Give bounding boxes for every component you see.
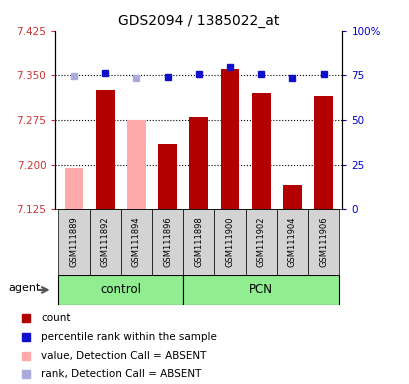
Text: GSM111892: GSM111892 (101, 217, 110, 267)
Bar (245, 209, 276, 275)
Text: percentile rank within the sample: percentile rank within the sample (41, 332, 216, 342)
Text: GSM111894: GSM111894 (132, 217, 141, 267)
Bar (214, 209, 245, 275)
Bar (314, 96, 332, 209)
Bar (121, 209, 152, 275)
Bar (307, 209, 338, 275)
Bar (183, 275, 338, 305)
Bar (58, 275, 183, 305)
Bar (276, 209, 307, 275)
Bar (251, 93, 270, 209)
Bar (152, 209, 183, 275)
Text: GSM111898: GSM111898 (194, 217, 203, 267)
Text: rank, Detection Call = ABSENT: rank, Detection Call = ABSENT (41, 369, 201, 379)
Text: value, Detection Call = ABSENT: value, Detection Call = ABSENT (41, 351, 206, 361)
Text: GSM111896: GSM111896 (163, 217, 172, 267)
Title: GDS2094 / 1385022_at: GDS2094 / 1385022_at (118, 14, 279, 28)
Bar (90, 209, 121, 275)
Text: control: control (100, 283, 141, 296)
Bar (220, 70, 239, 209)
Text: GSM111902: GSM111902 (256, 217, 265, 267)
Bar (127, 120, 146, 209)
Bar (282, 185, 301, 209)
Text: agent: agent (8, 283, 40, 293)
Text: count: count (41, 313, 70, 323)
Bar (158, 144, 177, 209)
Bar (65, 167, 83, 209)
Bar (183, 209, 214, 275)
Bar (189, 117, 208, 209)
Bar (96, 90, 115, 209)
Text: GSM111906: GSM111906 (318, 217, 327, 267)
Text: GSM111889: GSM111889 (70, 217, 79, 267)
Text: PCN: PCN (249, 283, 272, 296)
Bar (58, 209, 90, 275)
Text: GSM111904: GSM111904 (287, 217, 296, 267)
Text: GSM111900: GSM111900 (225, 217, 234, 267)
